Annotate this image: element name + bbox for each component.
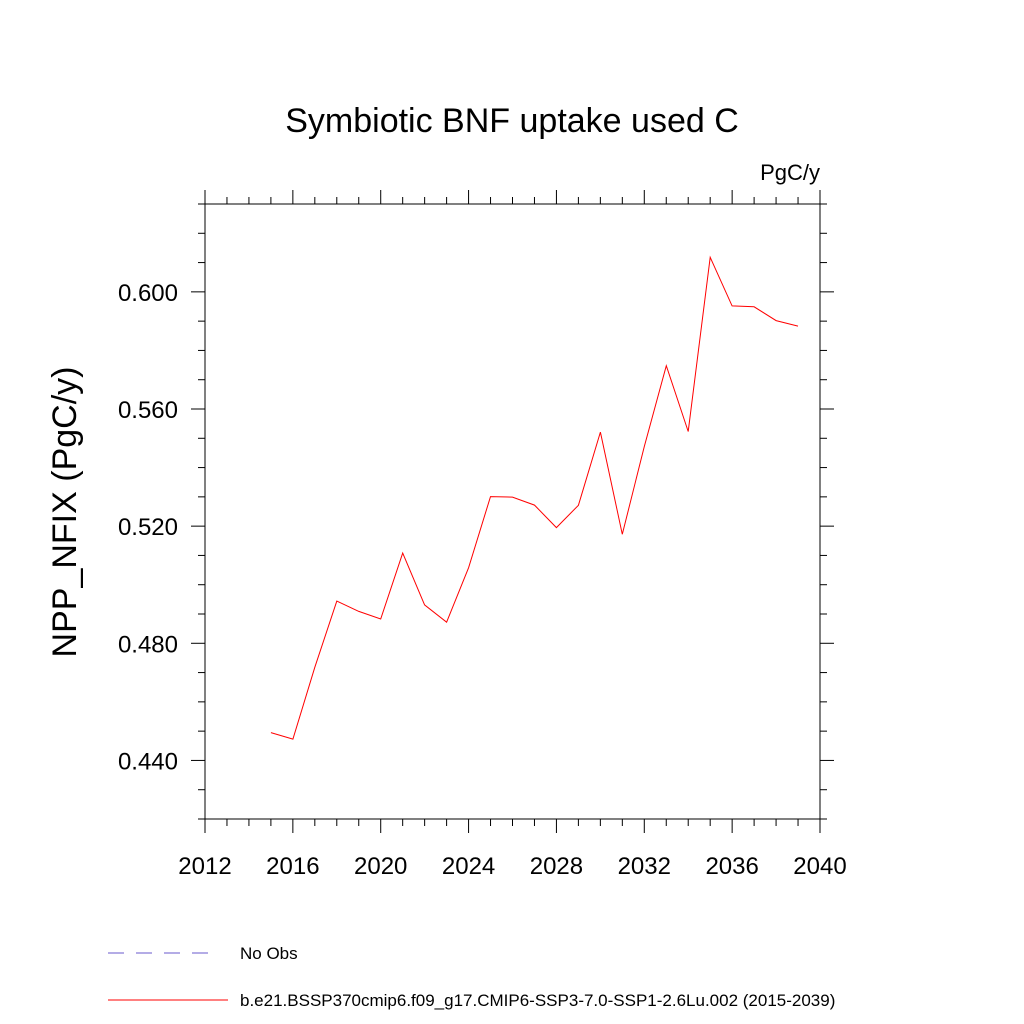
- x-tick-label: 2012: [178, 853, 231, 880]
- x-tick-label: 2028: [530, 853, 583, 880]
- series-line: [270, 255, 799, 740]
- y-axis-label: NPP_NFIX (PgC/y): [46, 367, 84, 658]
- y-tick-label: 0.600: [118, 280, 178, 307]
- units-label: PgC/y: [760, 160, 820, 185]
- y-tick-label: 0.560: [118, 397, 178, 424]
- x-tick-label: 2024: [442, 853, 495, 880]
- chart-title: Symbiotic BNF uptake used C: [285, 102, 739, 140]
- legend-label: No Obs: [240, 944, 298, 963]
- tick-labels: 2012 2016 2020 2024 2028 2032 2036 2040 0.440 0.4…: [118, 280, 847, 880]
- x-tick-label: 2036: [705, 853, 758, 880]
- x-tick-label: 2020: [354, 853, 407, 880]
- y-tick-label: 0.480: [118, 631, 178, 658]
- legend: No Obs b.e21.BSSP370cmip6.f09_g17.CMIP6-S…: [108, 944, 835, 1010]
- y-tick-label: 0.440: [118, 748, 178, 775]
- axis-ticks: [191, 190, 834, 833]
- x-tick-label: 2032: [618, 853, 671, 880]
- x-tick-label: 2016: [266, 853, 319, 880]
- series-layer: [270, 255, 799, 740]
- legend-label: b.e21.BSSP370cmip6.f09_g17.CMIP6-SSP3-7.…: [240, 991, 835, 1010]
- x-tick-label: 2040: [793, 853, 846, 880]
- y-tick-label: 0.520: [118, 514, 178, 541]
